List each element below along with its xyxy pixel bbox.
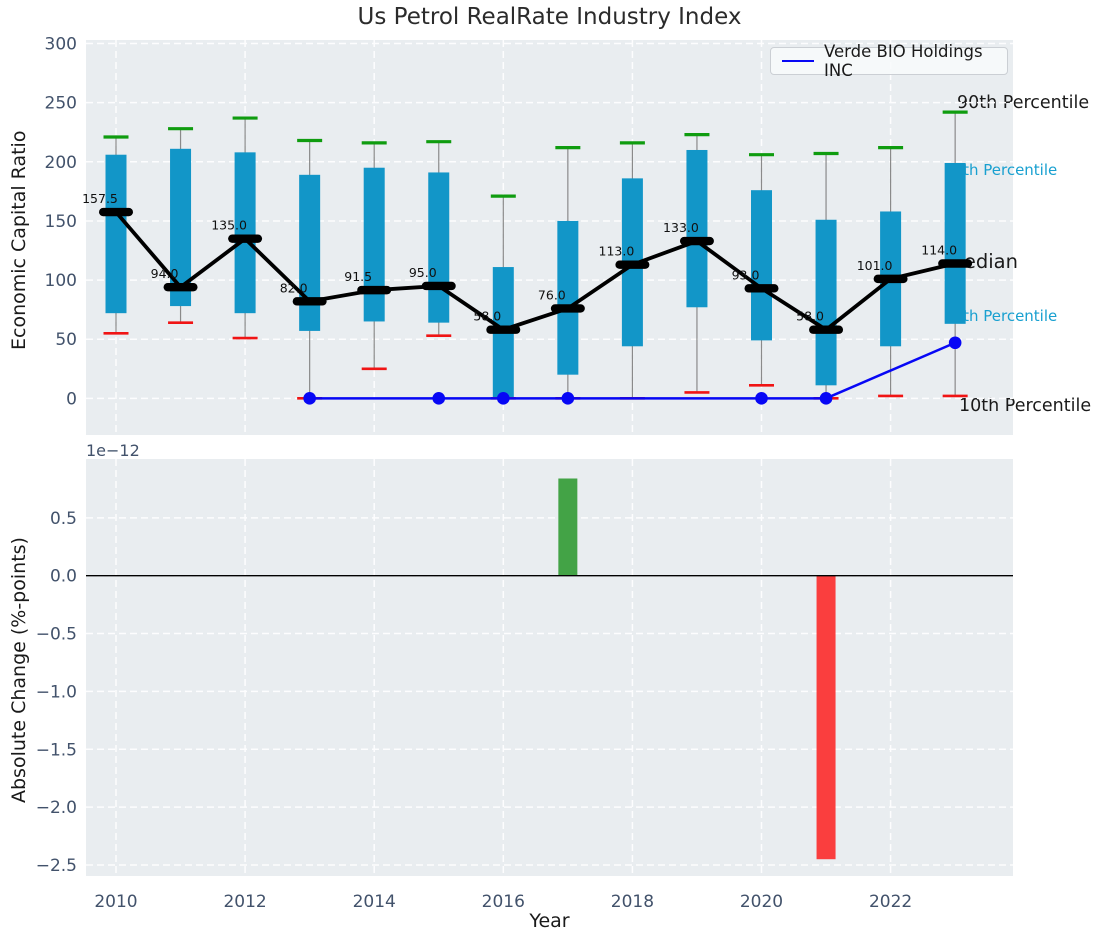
- verde-point: [432, 392, 445, 405]
- iqr-box: [364, 168, 385, 322]
- median-marker: [99, 208, 133, 216]
- median-value-label: 157.5: [82, 191, 118, 206]
- bottom-y-tick-label: −1.0: [36, 682, 77, 702]
- median-marker: [809, 326, 843, 334]
- median-marker: [938, 259, 972, 267]
- bottom-y-tick-label: 0.5: [50, 509, 77, 529]
- x-tick-label: 2016: [482, 892, 525, 912]
- median-value-label: 135.0: [211, 218, 247, 233]
- x-tick-label: 2010: [94, 892, 137, 912]
- bar-positive: [558, 478, 577, 575]
- scale-offset-label: 1e−12: [86, 441, 140, 460]
- chart-canvas: 0 50 100 150 200 250 300 0.5 0.0 −0.5 −1.0 −1.5 −2.0…: [0, 0, 1093, 942]
- median-value-label: 133.0: [663, 220, 699, 235]
- median-marker: [486, 326, 520, 334]
- legend: Verde BIO Holdings INC: [770, 47, 1008, 75]
- page-title: Us Petrol RealRate Industry Index: [86, 4, 1013, 30]
- top-y-tick-label: 0: [66, 389, 77, 409]
- iqr-box: [428, 172, 449, 322]
- bottom-y-axis-label: Absolute Change (%-points): [8, 520, 30, 820]
- median-marker: [293, 297, 327, 305]
- median-value-label: 114.0: [921, 243, 957, 258]
- iqr-box: [751, 190, 772, 340]
- iqr-box: [235, 152, 256, 313]
- verde-point: [562, 392, 575, 405]
- median-value-label: 101.0: [857, 258, 893, 273]
- median-value-label: 82.0: [280, 280, 308, 295]
- top-y-tick-label: 50: [55, 330, 77, 350]
- verde-point: [303, 392, 316, 405]
- verde-point: [497, 392, 510, 405]
- verde-point: [820, 392, 833, 405]
- x-tick-label: 2018: [611, 892, 654, 912]
- top-y-tick-label: 250: [45, 94, 77, 114]
- x-tick-label: 2022: [869, 892, 912, 912]
- median-value-label: 58.0: [796, 309, 824, 324]
- median-marker: [422, 282, 456, 290]
- median-marker: [874, 275, 908, 283]
- iqr-box: [106, 155, 127, 313]
- bottom-y-tick-label: 0.0: [50, 567, 77, 587]
- iqr-box: [299, 175, 320, 331]
- bottom-y-tick-label: −0.5: [36, 625, 77, 645]
- legend-line-sample: [782, 60, 814, 62]
- median-marker: [357, 286, 391, 294]
- x-axis-label: Year: [86, 910, 1013, 932]
- top-y-tick-label: 150: [45, 212, 77, 232]
- top-y-tick-label: 300: [45, 35, 77, 55]
- figure: 90th Percentile 75th Percentile Median 2…: [0, 0, 1093, 942]
- median-marker: [745, 284, 779, 292]
- x-tick-label: 2020: [740, 892, 783, 912]
- iqr-box: [816, 220, 837, 386]
- median-value-label: 58.0: [473, 309, 501, 324]
- median-value-label: 93.0: [732, 267, 760, 282]
- verde-point: [755, 392, 768, 405]
- bar-negative: [817, 576, 836, 860]
- median-marker: [680, 237, 714, 245]
- x-tick-label: 2014: [353, 892, 396, 912]
- bottom-y-tick-label: −2.5: [36, 856, 77, 876]
- median-value-label: 91.5: [344, 269, 372, 284]
- median-marker: [551, 304, 585, 312]
- median-value-label: 113.0: [599, 244, 635, 259]
- bottom-y-tick-label: −2.0: [36, 798, 77, 818]
- top-y-tick-label: 200: [45, 153, 77, 173]
- top-y-axis-label: Economic Capital Ratio: [8, 110, 30, 370]
- median-marker: [164, 283, 198, 291]
- median-marker: [228, 234, 262, 242]
- median-marker: [615, 260, 649, 268]
- median-value-label: 94.0: [151, 266, 179, 281]
- verde-point: [949, 336, 962, 349]
- bottom-y-tick-label: −1.5: [36, 740, 77, 760]
- x-tick-label: 2012: [223, 892, 266, 912]
- legend-label: Verde BIO Holdings INC: [824, 42, 1007, 80]
- top-y-tick-label: 100: [45, 271, 77, 291]
- median-value-label: 76.0: [538, 287, 566, 302]
- median-value-label: 95.0: [409, 265, 437, 280]
